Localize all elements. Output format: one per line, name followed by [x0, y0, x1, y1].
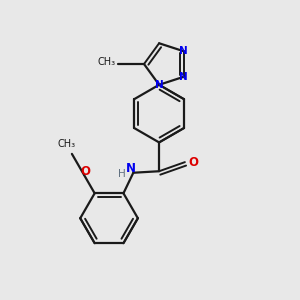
- Text: N: N: [179, 72, 188, 82]
- Text: N: N: [155, 80, 164, 90]
- Text: N: N: [126, 162, 136, 175]
- Text: CH₃: CH₃: [98, 57, 116, 67]
- Text: H: H: [118, 169, 126, 179]
- Text: CH₃: CH₃: [57, 139, 75, 149]
- Text: O: O: [188, 156, 198, 169]
- Text: N: N: [179, 46, 188, 56]
- Text: O: O: [81, 165, 91, 178]
